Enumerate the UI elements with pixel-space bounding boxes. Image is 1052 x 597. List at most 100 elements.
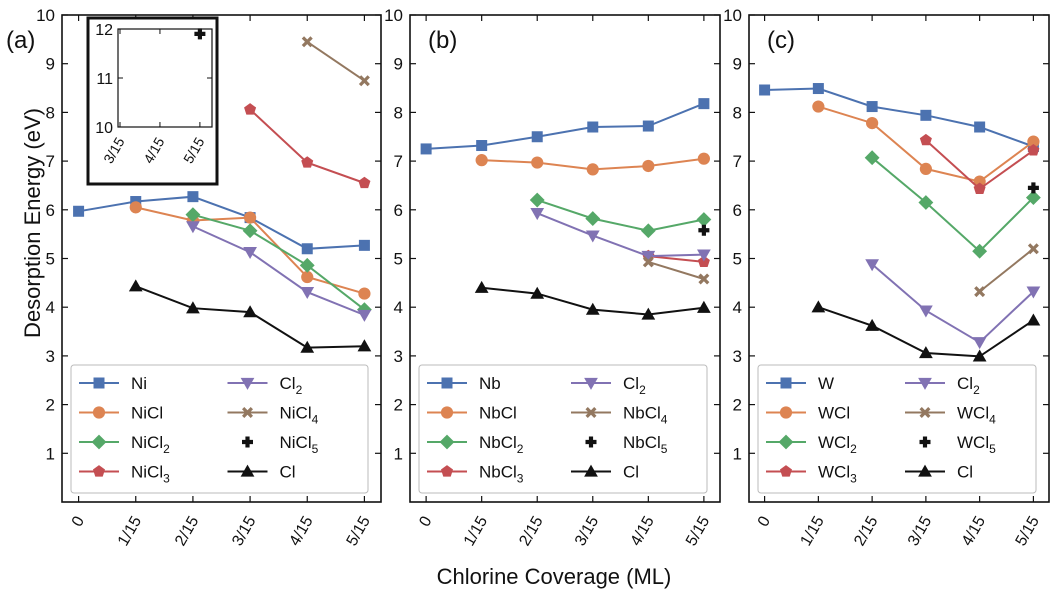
- legend-marker: [242, 407, 253, 418]
- data-point: [698, 98, 710, 110]
- data-point: [812, 83, 824, 95]
- legend-marker: [585, 436, 597, 448]
- series-line: [648, 260, 705, 280]
- data-point: [358, 239, 370, 251]
- data-point: [1027, 182, 1039, 194]
- legend-entry: Cl2: [227, 374, 303, 397]
- legend-marker: [92, 406, 106, 419]
- data-point: [919, 162, 932, 175]
- legend-marker: [918, 464, 932, 477]
- series-line: [536, 199, 705, 232]
- data-point: [187, 191, 199, 203]
- y-axis-title: Desorption Energy (eV): [20, 108, 45, 338]
- panel-label: (b): [428, 27, 457, 54]
- data-point: [529, 192, 545, 208]
- legend-marker: [439, 434, 455, 450]
- legend-entry: WCl: [766, 404, 850, 423]
- series-mcl2: [864, 150, 1041, 259]
- y-tick-label: 10: [36, 6, 55, 25]
- data-point: [1027, 135, 1040, 148]
- series-mcl3: [244, 103, 371, 189]
- legend-label: Nb: [479, 374, 501, 393]
- y-tick-label: 2: [46, 396, 55, 415]
- legend-label: W: [818, 374, 834, 393]
- data-point: [243, 247, 257, 260]
- y-tick-label: 2: [394, 396, 403, 415]
- series-cl: [128, 279, 372, 353]
- x-tick-label: 4/15: [286, 513, 316, 549]
- legend-entry: NiCl3: [79, 463, 170, 486]
- data-point: [641, 307, 656, 320]
- y-tick-label: 2: [733, 396, 742, 415]
- data-point: [696, 212, 712, 227]
- legend-entry: Cl: [905, 463, 973, 482]
- legend-marker: [779, 465, 793, 477]
- inset-border: [86, 16, 219, 186]
- data-point: [1025, 190, 1041, 206]
- legend-entry: Ni: [79, 374, 147, 393]
- legend-marker: [918, 377, 932, 390]
- y-tick-label: 7: [394, 152, 403, 171]
- y-tick-label: 5: [394, 250, 403, 269]
- data-point: [759, 84, 771, 96]
- legend-entry: NiCl: [79, 404, 163, 423]
- y-tick-label: 8: [733, 103, 742, 122]
- y-tick-label: 4: [733, 298, 742, 317]
- y-tick-label: 3: [46, 347, 55, 366]
- legend-marker: [919, 407, 931, 418]
- series-m: [420, 98, 710, 155]
- plot-frame: [748, 14, 1050, 503]
- data-point: [476, 140, 488, 152]
- legend-entry: NiCl5: [242, 433, 319, 456]
- x-tick-label: 1/15: [461, 513, 491, 549]
- data-point: [587, 121, 599, 133]
- data-point: [642, 256, 654, 268]
- series-m: [759, 83, 1039, 152]
- plot-frame: [61, 14, 382, 503]
- legend-entry: NbCl2: [427, 433, 524, 456]
- y-tick-label: 8: [46, 103, 55, 122]
- x-tick-label: 0: [755, 513, 774, 529]
- series-mcl4: [974, 243, 1039, 298]
- inset-y-tick-label: 12: [95, 22, 113, 39]
- data-point: [974, 121, 986, 133]
- series-cl2: [186, 221, 372, 322]
- y-tick-label: 7: [733, 152, 742, 171]
- series-line: [426, 102, 705, 150]
- data-point: [811, 300, 826, 313]
- data-point: [585, 211, 601, 226]
- legend-label: NiCl: [131, 404, 163, 423]
- data-point: [697, 249, 711, 262]
- legend-marker: [242, 436, 253, 448]
- legend-marker: [240, 377, 255, 390]
- series-mcl4: [301, 36, 370, 87]
- data-point: [973, 175, 986, 188]
- data-point: [920, 109, 932, 121]
- data-point: [919, 305, 933, 318]
- y-tick-label: 3: [394, 347, 403, 366]
- x-tick-label: 1/15: [798, 513, 828, 549]
- legend-label: NbCl2: [479, 433, 524, 456]
- legend-label: NbCl5: [623, 433, 668, 456]
- data-point: [812, 100, 825, 113]
- legend-entry: WCl3: [766, 463, 857, 486]
- plot-frame: [409, 14, 721, 503]
- x-tick-label: 3/15: [905, 513, 935, 549]
- series-line: [249, 108, 365, 184]
- data-point: [358, 287, 371, 300]
- series-line: [978, 248, 1035, 293]
- y-tick-label: 1: [733, 444, 742, 463]
- x-tick-label: 2/15: [516, 513, 546, 549]
- legend-marker: [919, 436, 931, 448]
- y-tick-label: 4: [394, 298, 403, 317]
- y-tick-label: 9: [394, 55, 403, 74]
- legend-label: NiCl4: [280, 404, 319, 427]
- legend-marker: [91, 434, 107, 450]
- data-point: [640, 223, 656, 239]
- legend-marker: [780, 377, 792, 389]
- legend-label: Ni: [131, 374, 147, 393]
- x-tick-label: 3/15: [229, 513, 259, 549]
